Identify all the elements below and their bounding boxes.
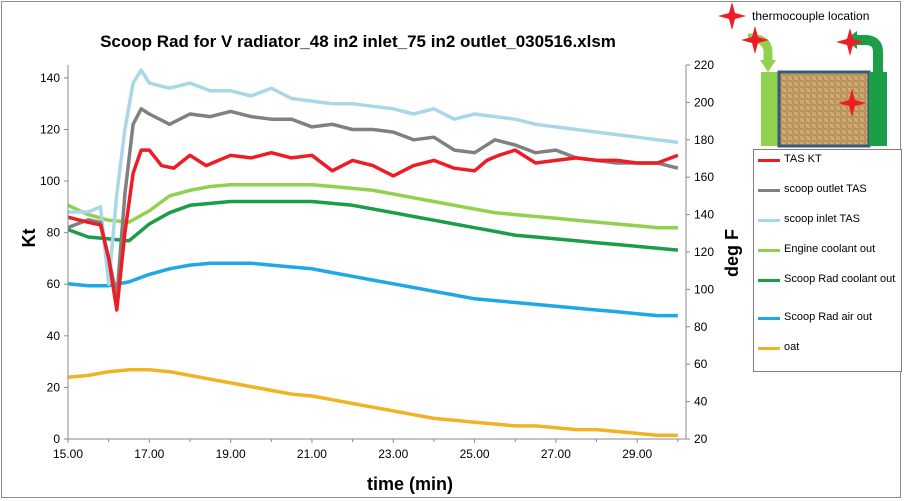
series-layer (67, 68, 679, 438)
x-tick-label: 23.00 (378, 447, 408, 461)
right-tank (869, 72, 887, 146)
legend-label: Engine coolant out (784, 243, 876, 255)
legend-label: Scoop Rad coolant out (784, 273, 896, 285)
y-right-tick-label: 140 (694, 208, 714, 222)
x-tick-label: 29.00 (622, 447, 652, 461)
x-tick-label: 15.00 (53, 447, 83, 461)
y-right-tick-label: 160 (694, 170, 714, 184)
y-axis-title-right: deg F (722, 229, 742, 277)
thermocouple-marker-inlet (741, 26, 769, 54)
thermocouple-caption: thermocouple location (752, 9, 869, 23)
legend-swatch (758, 189, 780, 192)
legend-swatch (758, 317, 780, 320)
series-line-scoop-outlet-tas (67, 107, 679, 299)
legend-swatch (758, 219, 780, 222)
legend-label: scoop outlet TAS (784, 183, 867, 195)
star-icon (718, 2, 746, 30)
y-left-tick-label: 40 (47, 329, 61, 343)
y-right-tick-label: 80 (694, 320, 708, 334)
y-right-tick-label: 180 (694, 133, 714, 147)
star-icon (741, 26, 769, 54)
x-tick-label: 21.00 (297, 447, 327, 461)
right-pipe (855, 35, 883, 72)
series-line-scoop-rad-air-out (67, 261, 678, 318)
legend-label: TAS KT (784, 153, 822, 165)
legend-label: Scoop Rad air out (784, 311, 873, 323)
series-line-oat (67, 368, 678, 438)
left-tank (761, 72, 779, 146)
x-tick-label: 27.00 (541, 447, 571, 461)
thermocouple-marker-outlet (836, 28, 864, 56)
y-right-tick-label: 60 (694, 357, 708, 371)
y-left-tick-label: 80 (47, 226, 61, 240)
star-icon (836, 28, 864, 56)
y-left-tick-label: 20 (47, 380, 61, 394)
series-line-scoop-inlet-tas (68, 68, 679, 286)
series-line-scoop-rad-coolant-out (67, 199, 679, 252)
legend-swatch (758, 347, 780, 350)
left-pipe-arrow (760, 60, 776, 72)
y-right-tick-label: 100 (694, 282, 714, 296)
series-line-engine-coolant-out (67, 182, 678, 230)
legend-swatch (758, 279, 780, 282)
chart-title: Scoop Rad for V radiator_48 in2 inlet_75… (100, 32, 616, 51)
legend-swatch (758, 159, 780, 162)
y-left-tick-label: 60 (47, 277, 61, 291)
y-left-tick-label: 120 (40, 122, 60, 136)
x-tick-label: 17.00 (134, 447, 164, 461)
thermocouple-diagram: thermocouple location (700, 0, 904, 150)
x-axis-title: time (min) (367, 474, 453, 494)
star-icon (838, 89, 866, 117)
legend-label: scoop inlet TAS (784, 213, 861, 225)
y-right-tick-label: 40 (694, 395, 708, 409)
x-tick-label: 19.00 (216, 447, 246, 461)
y-right-tick-label: 20 (694, 432, 708, 446)
y-left-tick-label: 140 (40, 71, 60, 85)
y-right-tick-label: 220 (694, 58, 714, 72)
legend: TAS KT scoop outlet TAS scoop inlet TAS Eng… (753, 149, 902, 372)
axes-layer: 15.00 17.00 19.00 21.00 23.00 25.00 27.00 29.00… (40, 58, 714, 461)
y-right-tick-label: 200 (694, 95, 714, 109)
x-tick-label: 25.00 (460, 447, 490, 461)
radiator-core (777, 70, 871, 148)
y-left-tick-label: 0 (53, 432, 60, 446)
y-axis-title-left: Kt (19, 229, 39, 248)
y-left-tick-label: 100 (40, 174, 60, 188)
thermocouple-marker-core (838, 89, 866, 117)
y-right-tick-label: 120 (694, 245, 714, 259)
legend-label: oat (784, 341, 800, 353)
series-line-tas-kt (67, 148, 679, 312)
thermocouple-marker-legend (718, 2, 746, 30)
legend-swatch (758, 249, 780, 252)
